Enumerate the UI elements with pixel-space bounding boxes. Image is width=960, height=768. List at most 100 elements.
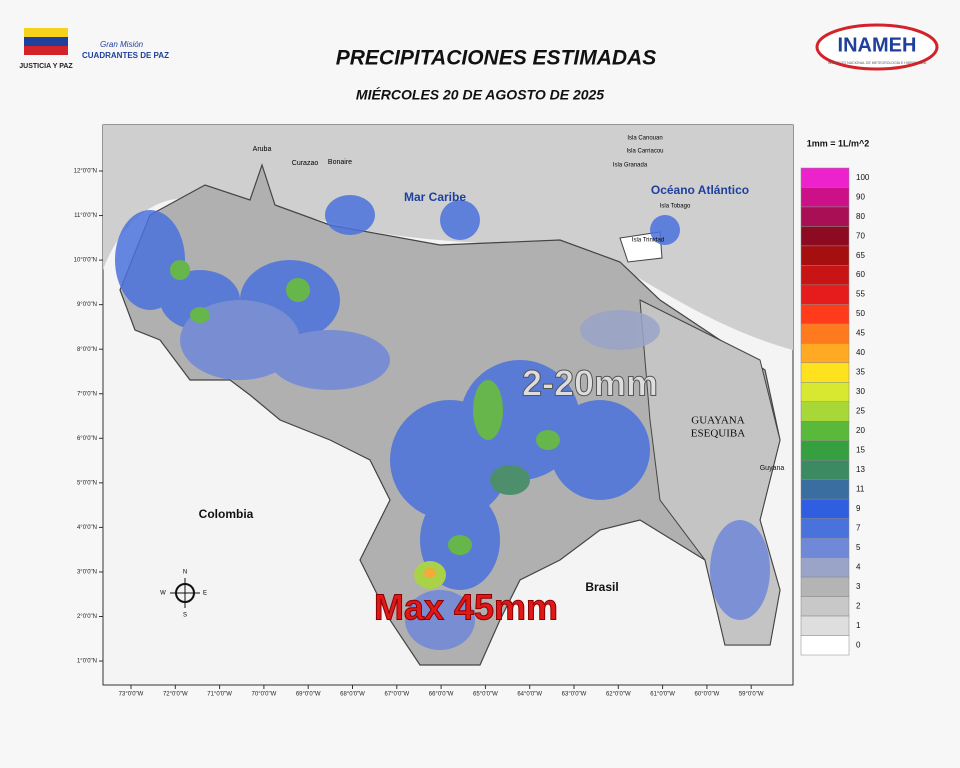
rain-area <box>270 330 390 390</box>
place-label: Guyana <box>760 465 785 472</box>
legend-label: 35 <box>856 368 865 377</box>
lon-tick-label: 72°0'0"W <box>163 692 188 698</box>
lon-tick-label: 69°0'0"W <box>296 692 321 698</box>
lat-tick-label: 7°0'0"N <box>77 391 97 397</box>
rain-area <box>580 310 660 350</box>
rain-area <box>286 278 310 302</box>
legend-swatch <box>800 615 850 636</box>
place-label: Brasil <box>585 580 618 594</box>
lat-tick-label: 5°0'0"N <box>77 480 97 486</box>
place-label: Isla Tobago <box>660 204 691 210</box>
precipitation-layer <box>115 195 770 650</box>
logo-caption: INSTITUTO NACIONAL DE METEOROLOGÍA E HID… <box>828 61 927 65</box>
place-label: GUAYANA <box>691 415 744 427</box>
logo-text: CUADRANTES DE PAZ <box>82 51 169 60</box>
place-label: Océano Atlántico <box>651 183 749 197</box>
rain-area <box>650 215 680 245</box>
legend-swatch <box>800 479 850 500</box>
legend-swatch <box>800 343 850 364</box>
lat-tick-label: 10°0'0"N <box>74 258 97 264</box>
place-label: Isla Trinidad <box>632 238 664 244</box>
subtitle: MIÉRCOLES 20 DE AGOSTO DE 2025 <box>356 87 604 103</box>
rain-area <box>170 260 190 280</box>
legend-swatch <box>800 537 850 558</box>
legend-swatch <box>800 245 850 266</box>
legend-label: 30 <box>856 387 865 396</box>
lat-tick-label: 12°0'0"N <box>74 169 97 175</box>
legend-label: 65 <box>856 251 865 260</box>
place-label: Mar Caribe <box>404 190 466 204</box>
legend-swatch <box>800 226 850 247</box>
legend-swatch <box>800 265 850 286</box>
rain-area <box>325 195 375 235</box>
legend-label: 80 <box>856 212 865 221</box>
legend-label: 3 <box>856 582 861 591</box>
annotation: 2-20mm <box>522 363 658 404</box>
legend-label: 55 <box>856 290 865 299</box>
title: PRECIPITACIONES ESTIMADAS <box>336 47 656 70</box>
place-label: Colombia <box>199 507 254 521</box>
rain-area <box>536 430 560 450</box>
legend-swatch <box>800 206 850 227</box>
legend-label: 40 <box>856 348 865 357</box>
legend-label: 60 <box>856 270 865 279</box>
legend-label: 2 <box>856 601 861 610</box>
lat-tick-label: 6°0'0"N <box>77 436 97 442</box>
legend-swatch <box>800 459 850 480</box>
place-label: Isla Granada <box>613 163 648 169</box>
inameh-logo <box>815 23 939 71</box>
lat-tick-label: 11°0'0"N <box>74 213 97 219</box>
place-label: Bonaire <box>328 159 352 166</box>
legend-swatch <box>800 187 850 208</box>
legend-label: 50 <box>856 309 865 318</box>
place-label: ESEQUIBA <box>691 428 745 440</box>
legend-label: 13 <box>856 465 865 474</box>
annotation: Max 45mm <box>374 587 558 628</box>
legend-label: 100 <box>856 173 870 182</box>
legend-label: 7 <box>856 523 861 532</box>
legend-label: 15 <box>856 446 865 455</box>
legend-label: 90 <box>856 192 865 201</box>
rain-area <box>550 400 650 500</box>
lon-tick-label: 67°0'0"W <box>384 692 409 698</box>
legend-swatch <box>800 382 850 403</box>
legend-swatch <box>800 167 850 188</box>
legend-swatch <box>800 596 850 617</box>
lon-tick-label: 60°0'0"W <box>695 692 720 698</box>
lat-tick-label: 9°0'0"N <box>77 302 97 308</box>
legend-title: 1mm = 1L/m^2 <box>807 138 870 148</box>
lon-tick-label: 63°0'0"W <box>562 692 587 698</box>
lat-tick-label: 4°0'0"N <box>77 525 97 531</box>
legend-swatch <box>800 557 850 578</box>
lat-tick-label: 8°0'0"N <box>77 347 97 353</box>
lat-tick-label: 3°0'0"N <box>77 570 97 576</box>
legend-swatch <box>800 304 850 325</box>
rain-area <box>710 520 770 620</box>
place-label: Curazao <box>292 160 319 167</box>
lon-tick-label: 64°0'0"W <box>517 692 542 698</box>
sea <box>103 125 793 350</box>
compass-label: W <box>160 591 166 597</box>
trinidad-island <box>619 231 663 263</box>
rain-area <box>405 590 475 650</box>
legend-label: 20 <box>856 426 865 435</box>
legend-label: 25 <box>856 407 865 416</box>
flag-stripe <box>24 28 68 37</box>
lon-tick-label: 65°0'0"W <box>473 692 498 698</box>
lat-tick-label: 2°0'0"N <box>77 614 97 620</box>
legend-label: 5 <box>856 543 861 552</box>
legend-swatch <box>800 440 850 461</box>
legend-swatch <box>800 362 850 383</box>
lat-tick-label: 1°0'0"N <box>77 659 97 665</box>
place-label: Isla Canouan <box>627 136 662 142</box>
lon-tick-label: 68°0'0"W <box>340 692 365 698</box>
legend-label: 45 <box>856 329 865 338</box>
rain-area <box>448 535 472 555</box>
lon-tick-label: 59°0'0"W <box>739 692 764 698</box>
compass-label: E <box>203 591 207 597</box>
logo-text: INAMEH <box>838 34 917 56</box>
legend-label: 70 <box>856 231 865 240</box>
rain-area <box>190 307 210 323</box>
